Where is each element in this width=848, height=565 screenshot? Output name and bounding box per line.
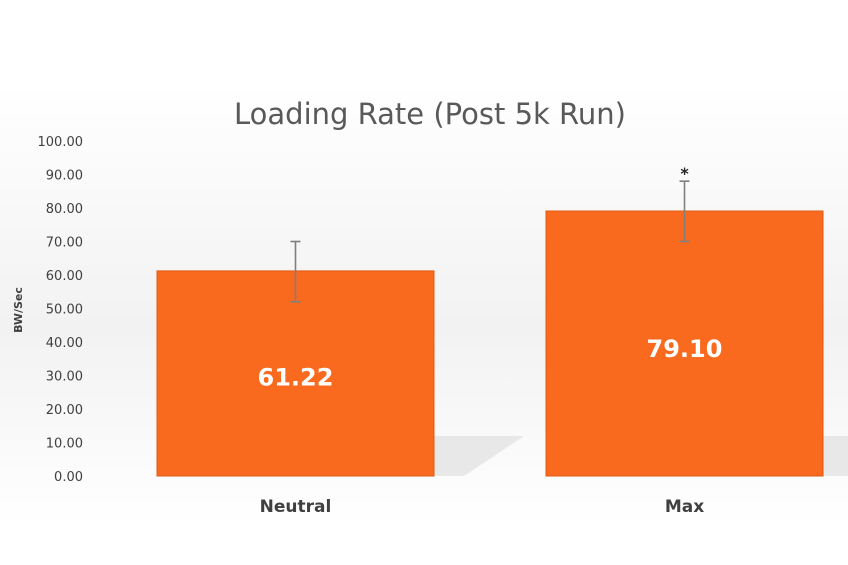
x-axis: Neutral Max	[260, 497, 705, 517]
significance-marker: *	[680, 164, 689, 183]
bar-max	[545, 210, 824, 477]
y-tick-label: 70.00	[46, 236, 83, 251]
data-label: 79.10	[647, 335, 723, 363]
chart-title: Loading Rate (Post 5k Run)	[234, 97, 626, 131]
error-bar	[679, 180, 690, 243]
y-tick-label: 10.00	[46, 437, 83, 452]
x-tick-label: Max	[665, 497, 704, 517]
y-tick-label: 0.00	[54, 470, 83, 485]
y-tick-label: 60.00	[46, 269, 83, 284]
y-tick-label: 50.00	[46, 303, 83, 318]
error-bar	[290, 240, 301, 303]
y-axis-label: BW/Sec	[12, 287, 25, 333]
y-tick-label: 30.00	[46, 370, 83, 385]
y-tick-label: 100.00	[38, 135, 84, 150]
bar-shadow	[434, 436, 524, 476]
bar-neutral	[156, 270, 435, 477]
y-tick-label: 40.00	[46, 336, 83, 351]
bars-group: 61.22 79.10 *	[156, 164, 848, 477]
y-axis: 0.00 10.00 20.00 30.00 40.00 50.00 60.00 70.00 8…	[38, 135, 84, 485]
bar-shadow	[823, 436, 848, 476]
y-tick-label: 80.00	[46, 202, 83, 217]
data-label: 61.22	[258, 364, 334, 392]
x-tick-label: Neutral	[260, 497, 332, 517]
y-tick-label: 90.00	[46, 169, 83, 184]
y-tick-label: 20.00	[46, 403, 83, 418]
